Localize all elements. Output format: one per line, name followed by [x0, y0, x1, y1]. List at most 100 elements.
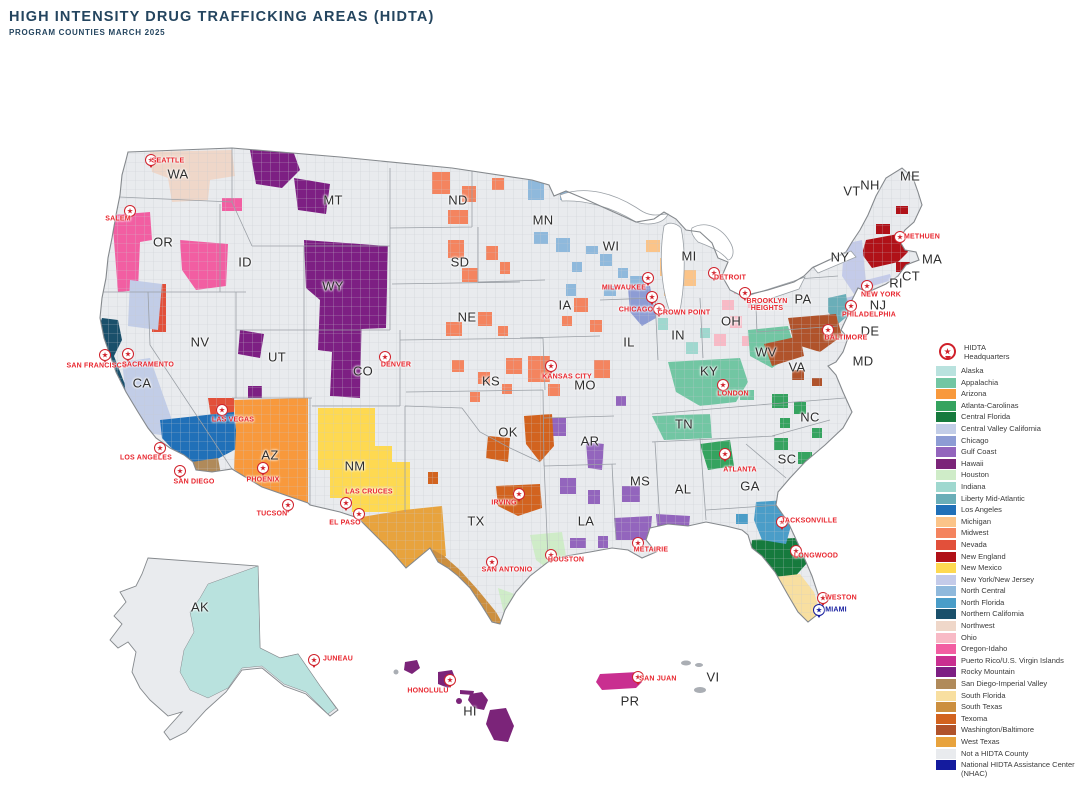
hawaii-islands: [404, 660, 514, 742]
legend-hq-label: HIDTA Headquarters: [964, 343, 1010, 361]
legend-item: Hawaii: [936, 458, 1088, 469]
legend-item: Washington/Baltimore: [936, 725, 1088, 736]
legend-item: Northern California: [936, 609, 1088, 620]
legend-swatch: [936, 690, 956, 701]
legend-item-label: Appalachia: [961, 377, 999, 387]
legend-item-label: Midwest: [961, 528, 989, 538]
legend-swatch: [936, 644, 956, 655]
legend-swatch: [936, 423, 956, 434]
legend-item: Appalachia: [936, 377, 1088, 388]
page-subtitle: PROGRAM COUNTIES MARCH 2025: [9, 28, 166, 37]
legend-swatch: [936, 458, 956, 469]
alaska-hidta-region: [179, 565, 337, 715]
legend-item: North Florida: [936, 597, 1088, 608]
legend-swatch: [936, 679, 956, 690]
star-icon: [944, 348, 951, 355]
legend-swatch: [936, 586, 956, 597]
legend-swatch: [936, 539, 956, 550]
legend-item-label: Los Angeles: [961, 505, 1002, 515]
legend-swatch: [936, 528, 956, 539]
legend-item: National HIDTA Assistance Center (NHAC): [936, 760, 1088, 779]
legend-item-label: Oregon-Idaho: [961, 644, 1008, 654]
legend-item-label: New Mexico: [961, 563, 1002, 573]
legend-swatch: [936, 621, 956, 632]
legend-swatch: [936, 389, 956, 400]
lake-ontario: [812, 250, 857, 274]
alaska: [109, 557, 339, 741]
legend-swatch: [936, 400, 956, 411]
legend-item: South Texas: [936, 702, 1088, 713]
legend-item: Not a HIDTA County: [936, 748, 1088, 759]
legend-item-label: Hawaii: [961, 458, 984, 468]
state-borders: [103, 148, 846, 561]
legend-item: Central Florida: [936, 412, 1088, 423]
puerto-rico-usvi: [596, 660, 706, 693]
virgin-islands: [681, 660, 706, 693]
legend-swatch: [936, 597, 956, 608]
legend-item-label: South Texas: [961, 702, 1003, 712]
legend-item-label: Michigan: [961, 516, 992, 526]
legend-item-label: Not a HIDTA County: [961, 748, 1029, 758]
legend-hq-row: HIDTA Headquarters: [936, 343, 1088, 362]
legend-item-label: New York/New Jersey: [961, 574, 1034, 584]
legend-item: New Mexico: [936, 563, 1088, 574]
legend-item: Midwest: [936, 528, 1088, 539]
legend-swatch: [936, 505, 956, 516]
legend-item: Liberty Mid-Atlantic: [936, 493, 1088, 504]
hawaii: [393, 660, 514, 742]
legend-item-label: Texoma: [961, 713, 988, 723]
legend-item: Michigan: [936, 516, 1088, 527]
legend-swatch: [936, 516, 956, 527]
legend-item: Gulf Coast: [936, 447, 1088, 458]
legend-item: Central Valley California: [936, 423, 1088, 434]
legend-swatch: [936, 470, 956, 481]
legend-item: Houston: [936, 470, 1088, 481]
legend-item-label: Rocky Mountain: [961, 667, 1015, 677]
legend-item-label: Houston: [961, 470, 989, 480]
niihau-island: [393, 669, 399, 675]
legend-item: Alaska: [936, 366, 1088, 376]
legend-item-label: Northern California: [961, 609, 1024, 619]
legend-item: South Florida: [936, 690, 1088, 701]
legend-item: Rocky Mountain: [936, 667, 1088, 678]
legend-item-label: Puerto Rico/U.S. Virgin Islands: [961, 655, 1064, 665]
legend-swatch: [936, 725, 956, 736]
hidta-headquarters-icon: [939, 343, 956, 360]
legend-item-label: Washington/Baltimore: [961, 725, 1035, 735]
legend-swatch: [936, 447, 956, 458]
legend-item: Northwest: [936, 621, 1088, 632]
legend-items: Alaska Appalachia Arizona Atlanta-Carolinas…: [936, 366, 1088, 779]
lake-erie: [743, 276, 806, 306]
legend-item-label: Indiana: [961, 481, 986, 491]
legend-item-label: Alaska: [961, 366, 984, 375]
legend-item-label: North Florida: [961, 597, 1005, 607]
puerto-rico-island: [596, 672, 642, 690]
legend-item-label: Arizona: [961, 389, 987, 399]
legend-swatch: [936, 574, 956, 585]
legend-item-label: Chicago: [961, 435, 989, 445]
legend-swatch: [936, 551, 956, 562]
legend-item: North Central: [936, 586, 1088, 597]
legend-item: San Diego-Imperial Valley: [936, 679, 1088, 690]
county-grid-texture: [100, 148, 922, 624]
legend-item: Puerto Rico/U.S. Virgin Islands: [936, 655, 1088, 666]
legend-swatch: [936, 493, 956, 504]
legend-swatch: [936, 366, 956, 376]
legend-item-label: Central Valley California: [961, 423, 1041, 433]
legend-swatch: [936, 760, 956, 771]
legend-item-label: New England: [961, 551, 1006, 561]
lake-michigan: [660, 222, 685, 316]
legend-item: New York/New Jersey: [936, 574, 1088, 585]
legend-item: Oregon-Idaho: [936, 644, 1088, 655]
legend-item-label: Ohio: [961, 632, 977, 642]
legend-item: Texoma: [936, 713, 1088, 724]
legend-item-label: Atlanta-Carolinas: [961, 400, 1019, 410]
legend-item-label: Nevada: [961, 539, 987, 549]
header: HIGH INTENSITY DRUG TRAFFICKING AREAS (H…: [9, 9, 434, 37]
legend-item-label: Gulf Coast: [961, 447, 997, 457]
legend-item-label: Central Florida: [961, 412, 1011, 422]
legend-swatch: [936, 702, 956, 713]
legend-item: New England: [936, 551, 1088, 562]
